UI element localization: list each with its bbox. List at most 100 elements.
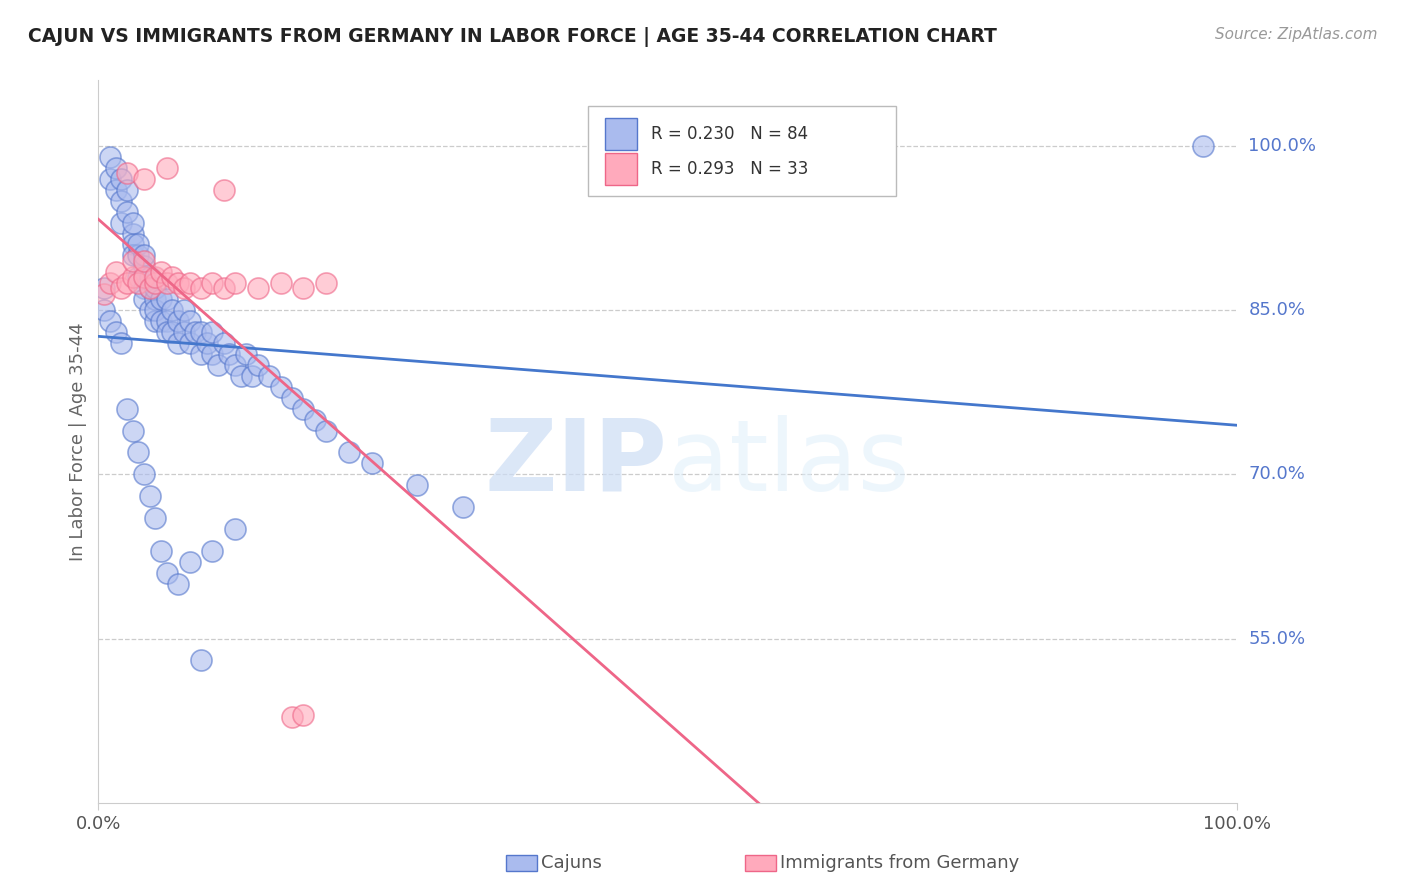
Point [235,347,257,361]
Point [127,276,149,290]
Point [121,253,143,268]
Point [121,248,143,262]
Point [259,368,281,383]
Point [93,286,115,301]
Point [121,216,143,230]
Point [110,194,132,208]
Point [406,478,429,492]
Point [224,276,246,290]
Point [121,270,143,285]
Bar [605,118,637,151]
Point [167,577,190,591]
Point [190,281,212,295]
Point [240,368,263,383]
Text: R = 0.293   N = 33: R = 0.293 N = 33 [651,160,808,178]
Point [104,325,127,339]
Point [121,227,143,241]
Point [246,358,269,372]
Point [179,314,201,328]
Point [132,292,155,306]
Point [212,281,235,295]
Point [132,270,155,285]
Point [115,401,138,416]
Point [179,555,201,569]
Point [451,500,474,515]
Point [201,276,224,290]
Point [115,183,138,197]
Point [110,336,132,351]
Point [98,314,121,328]
Point [281,710,304,724]
Point [179,336,201,351]
Text: Cajuns: Cajuns [541,855,602,872]
Point [110,281,132,295]
Point [162,270,184,285]
Point [212,336,235,351]
Point [132,253,155,268]
Text: CAJUN VS IMMIGRANTS FROM GERMANY IN LABOR FORCE | AGE 35-44 CORRELATION CHART: CAJUN VS IMMIGRANTS FROM GERMANY IN LABO… [28,27,997,46]
Point [150,314,173,328]
Point [173,325,195,339]
FancyBboxPatch shape [588,105,896,196]
Point [207,358,229,372]
Point [104,161,127,175]
Point [337,445,360,459]
Point [156,325,179,339]
Point [156,314,179,328]
Point [162,303,184,318]
Text: 85.0%: 85.0% [1249,301,1305,319]
Point [229,368,252,383]
Point [98,171,121,186]
Point [145,281,167,295]
Point [304,412,326,426]
Point [190,325,212,339]
Text: R = 0.230   N = 84: R = 0.230 N = 84 [651,125,808,143]
Point [93,281,115,295]
Point [292,401,315,416]
Point [145,276,167,290]
Point [156,276,179,290]
Point [212,183,235,197]
Text: Immigrants from Germany: Immigrants from Germany [780,855,1019,872]
Point [179,276,201,290]
Point [190,347,212,361]
Text: 55.0%: 55.0% [1249,630,1306,648]
Point [145,303,167,318]
Point [315,424,337,438]
Point [104,183,127,197]
Y-axis label: In Labor Force | Age 35-44: In Labor Force | Age 35-44 [69,322,87,561]
Point [156,566,179,580]
Point [132,270,155,285]
Point [132,281,155,295]
Point [281,391,304,405]
Text: ZIP: ZIP [485,415,668,512]
Point [132,171,155,186]
Point [167,314,190,328]
Point [218,347,240,361]
Point [156,292,179,306]
Point [150,265,173,279]
Text: 100.0%: 100.0% [1249,137,1316,155]
Point [224,358,246,372]
Point [201,347,224,361]
Point [150,292,173,306]
Point [127,270,149,285]
Point [162,325,184,339]
Point [115,204,138,219]
Point [270,276,292,290]
Point [115,166,138,180]
Point [292,281,315,295]
Point [145,292,167,306]
Point [167,336,190,351]
Point [1192,139,1215,153]
Point [115,276,138,290]
Point [127,237,149,252]
Point [145,511,167,525]
Point [93,303,115,318]
Point [110,216,132,230]
Point [173,303,195,318]
Point [360,457,382,471]
Point [138,270,160,285]
Point [132,248,155,262]
Point [167,276,190,290]
